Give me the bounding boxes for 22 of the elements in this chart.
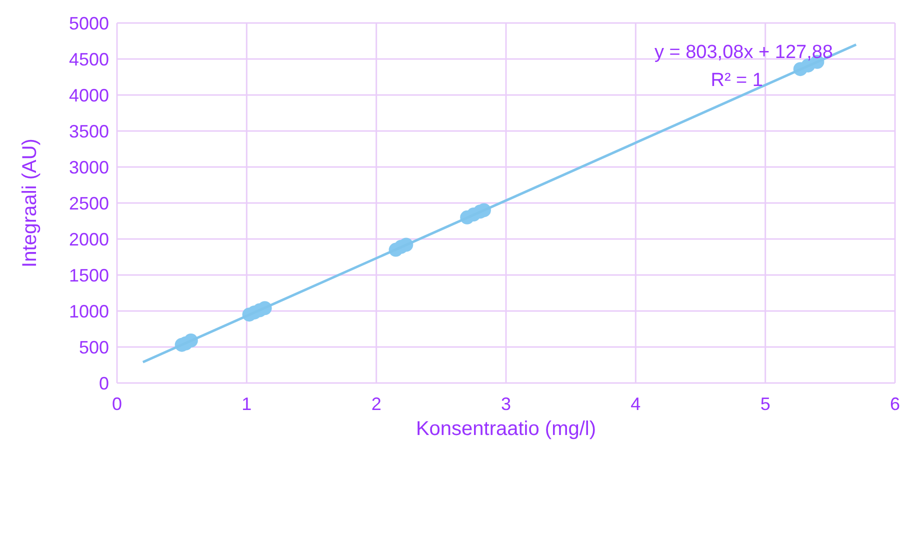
y-tick-label: 3000: [68, 157, 109, 178]
y-tick-label: 4000: [68, 85, 109, 106]
x-tick-label: 0: [112, 394, 122, 414]
y-axis-title: Integraali (AU): [19, 138, 42, 268]
y-tick-label: 5000: [68, 13, 109, 34]
x-tick-label: 2: [371, 394, 382, 414]
y-tick-label: 2500: [68, 193, 109, 214]
x-tick-label: 3: [500, 394, 512, 414]
x-axis-title: Konsentraatio (mg/l): [416, 418, 596, 440]
y-tick-label: 3500: [68, 121, 109, 142]
annotation: R² = 1: [710, 70, 764, 92]
x-tick-label: 6: [890, 394, 900, 414]
x-tick-label: 4: [630, 394, 641, 414]
annotation: y = 803,08x + 127,88: [653, 42, 833, 64]
x-tick-label: 5: [760, 394, 770, 414]
y-tick-label: 1000: [68, 301, 109, 322]
y-tick-label: 1500: [68, 265, 109, 286]
y-tick-label: 4500: [68, 49, 109, 70]
y-tick-label: 2000: [68, 229, 109, 250]
x-tick-label: 1: [242, 394, 252, 414]
y-tick-label: 500: [78, 337, 109, 358]
y-tick-label: 0: [98, 373, 109, 394]
